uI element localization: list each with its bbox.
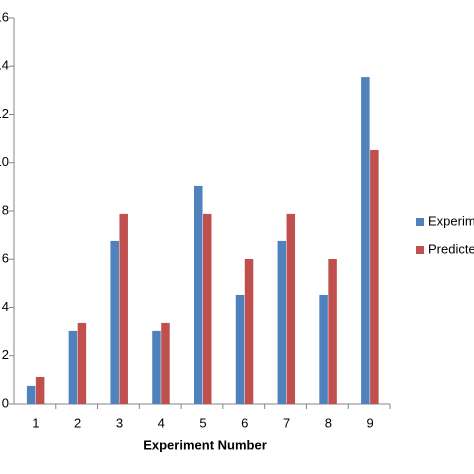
bar [328,259,337,404]
bar [152,330,161,404]
bar [203,213,212,404]
bar [110,240,119,404]
x-tick-label: 5 [199,415,206,430]
x-tick-label: 1 [32,415,39,430]
y-tick-label: 10 [0,154,9,169]
y-tick-label: 14 [0,58,9,73]
bar [194,185,203,404]
x-tick-label: 8 [325,415,332,430]
y-tick-label: 6 [2,251,9,266]
bar [370,149,379,404]
x-tick-label: 9 [366,415,373,430]
x-tick-label: 2 [74,415,81,430]
bar [119,213,128,404]
bar [244,259,254,404]
legend-swatch [416,246,424,254]
bar [35,376,45,404]
y-tick-label: 2 [2,347,9,362]
bar [286,213,296,404]
bar [319,294,328,404]
legend-label: Predicted [428,241,474,256]
bar [26,385,36,404]
bar [361,77,370,404]
x-tick-label: 4 [158,415,165,430]
y-tick-label: 4 [2,299,9,314]
bar [277,240,287,404]
legend-swatch [416,218,424,226]
x-tick-label: 7 [283,415,290,430]
y-tick-label: 0 [2,395,9,410]
bar [68,330,78,404]
x-tick-label: 6 [241,415,248,430]
x-tick-label: 3 [116,415,123,430]
y-tick-label: 12 [0,106,9,121]
y-tick-label: 8 [2,202,9,217]
bar [161,322,170,404]
bar [235,294,245,404]
y-tick-label: 16 [0,9,9,24]
legend-label: Experimental [428,213,474,228]
x-axis-title: Experiment Number [143,437,267,452]
bar [77,322,87,404]
